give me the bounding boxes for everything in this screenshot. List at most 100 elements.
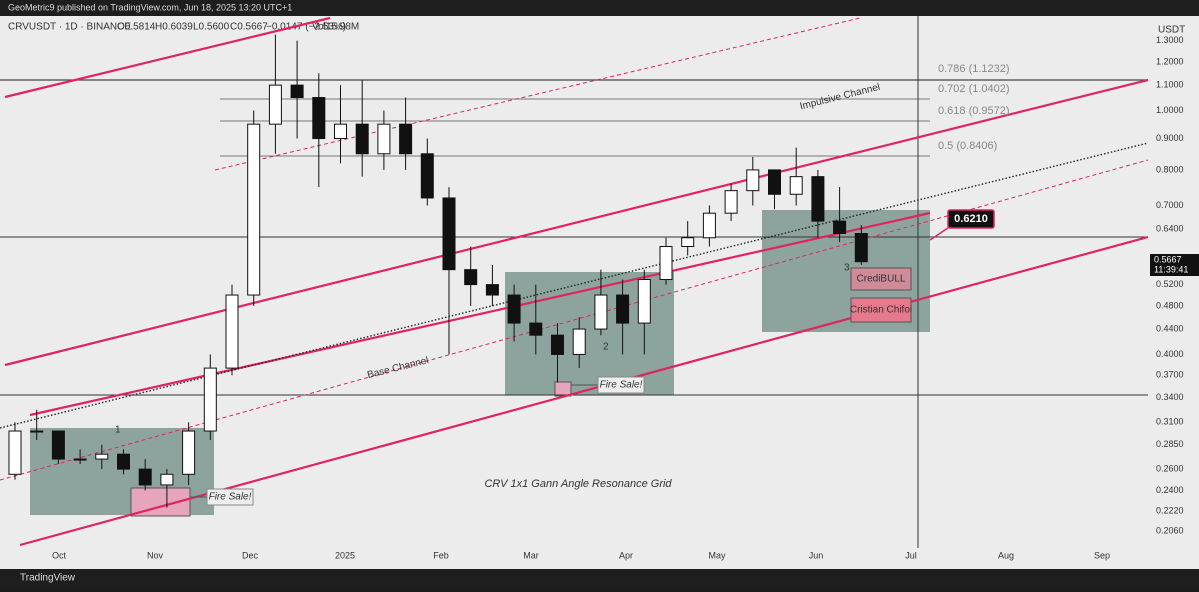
x-tick-label: Apr [619,550,633,560]
level-box [947,209,995,229]
x-tick-label: Jul [905,550,917,560]
fire-sale-label: Fire Sale! [209,492,252,503]
symbol-bar: CRVUSDT · 1D · BINANCE O0.5814 H0.6039 L… [8,22,359,33]
mid-dotted [0,142,1149,429]
candle-body [355,123,369,155]
last-price: 0.5667 [1154,254,1182,264]
x-tick-label: May [708,550,726,560]
y-tick-label: 0.6400 [1156,224,1184,234]
y-tick-label: 0.2400 [1156,485,1184,495]
publisher: GeoMetric9 published on TradingView.com,… [8,2,292,12]
wave-label: 3 [844,263,850,274]
y-tick-label: 0.3400 [1156,392,1184,402]
credit-box [850,297,912,323]
y-tick-label: 0.5200 [1156,279,1184,289]
low: L0.5600 [193,22,230,33]
candle-body [268,84,282,125]
candle-body [117,453,130,470]
candle-body [377,123,391,155]
candle-body [420,153,434,199]
y-tick-label: 0.2220 [1156,506,1184,516]
candle-body [811,176,825,222]
x-tick-label: Jun [809,550,824,560]
candle-body [529,322,543,336]
channel-mid [214,17,861,171]
candle-body [334,123,347,140]
fib-label: 0.618 (0.9572) [938,105,1010,117]
candle-body [789,176,803,195]
y-tick-label: 0.3700 [1156,370,1184,380]
x-tick-label: Feb [433,550,449,560]
x-tick-label: Oct [52,550,67,560]
channel-line [4,78,1149,367]
channel-line [29,211,931,417]
label-box [597,376,645,394]
y-tick-label: 0.2600 [1156,463,1184,473]
candle-body [768,169,781,195]
candle-body [182,430,196,475]
wave-label: 1 [115,425,121,436]
y-tick-label: 0.2060 [1156,525,1184,535]
brand: TradingView [20,573,76,584]
candle-body [442,197,456,271]
volume: Vol15.98M [312,22,359,33]
y-tick-label: 0.3100 [1156,417,1184,427]
candle-body [290,84,304,99]
y-tick-label: 1.2000 [1156,56,1184,66]
countdown: 11:39:41 [1154,264,1188,274]
y-tick-label: 1.1000 [1156,80,1184,90]
candle-body [95,453,109,460]
fib-label: 0.702 (1.0402) [938,83,1010,95]
x-tick-label: Mar [523,550,539,560]
candle-body [312,97,326,140]
unit: USDT [1158,25,1185,36]
y-tick-label: 0.4800 [1156,300,1184,310]
candle-body [572,328,586,355]
candle-body [8,430,22,475]
candle-body [507,294,521,324]
candle-body [464,269,478,286]
x-tick-label: 2025 [335,550,355,560]
candle-body [73,458,87,461]
fib-label: 0.786 (1.1232) [938,63,1010,75]
candle-body [247,123,261,296]
channel-line [4,16,331,99]
y-tick-label: 1.0000 [1156,105,1184,115]
symbol: CRVUSDT · 1D · BINANCE [8,22,131,33]
open: O0.5814 [117,22,156,33]
channel-mid [0,159,1149,481]
candles [8,34,868,508]
candle-body [225,294,239,369]
pointer [929,227,949,241]
candle-body [833,220,847,235]
credit-box [850,267,912,291]
label-box [206,488,254,506]
fib-label: 0.5 (0.8406) [938,140,997,152]
y-tick-label: 0.4000 [1156,349,1184,359]
price-axis: 1.3000 1.2000 1.1000 1.0000 0.9000 0.8000 0.70… [1156,35,1184,535]
y-tick-label: 0.9000 [1156,133,1184,143]
candle-body [160,473,174,486]
y-tick-label: 1.3000 [1156,35,1184,45]
candle-body [724,190,738,214]
x-tick-label: Aug [998,550,1014,560]
y-tick-label: 0.8000 [1156,164,1184,174]
level-label: 0.6210 [954,213,988,225]
candle-body [30,430,44,433]
candle-body [854,233,868,263]
high: H0.6039 [155,22,193,33]
credit: CrediBULL [857,274,906,285]
change: −0.0147 (−2.53%) [266,22,346,33]
wave-label: 2 [603,342,609,353]
time-axis: Oct Nov Dec 2025 Feb Mar Apr May Jun Jul Aug Sep [52,550,1110,560]
candle-body [485,284,499,296]
x-tick-label: Nov [147,550,164,560]
candle-body [637,279,651,324]
candle-body [203,367,217,432]
candle-body [746,169,760,192]
chart-caption: CRV 1x1 Gann Angle Resonance Grid [484,478,672,490]
x-tick-label: Dec [242,550,259,560]
candle-body [138,468,152,486]
